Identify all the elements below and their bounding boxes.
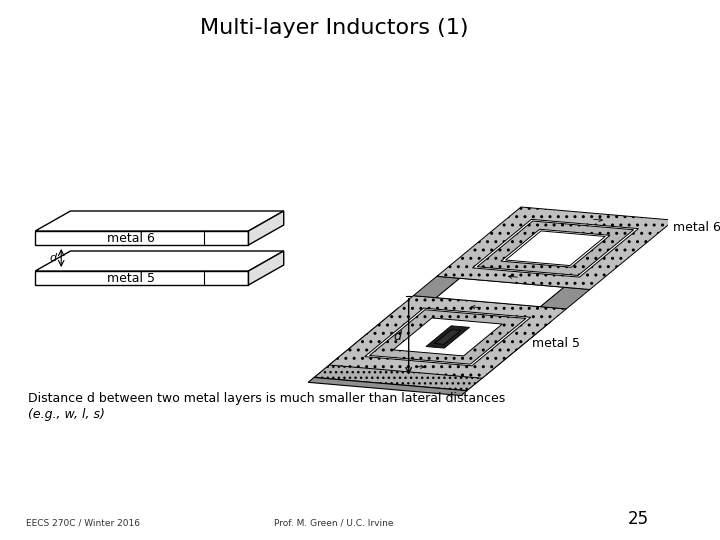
Text: EECS 270C / Winter 2016: EECS 270C / Winter 2016: [26, 519, 140, 528]
Polygon shape: [35, 231, 248, 245]
Polygon shape: [369, 310, 526, 364]
Polygon shape: [426, 326, 469, 348]
Polygon shape: [365, 308, 531, 366]
Polygon shape: [413, 276, 460, 298]
Text: d: d: [49, 253, 56, 263]
Polygon shape: [540, 287, 590, 309]
Text: metal 5: metal 5: [531, 337, 580, 350]
Polygon shape: [437, 207, 674, 289]
Text: metal 6: metal 6: [107, 232, 155, 245]
Polygon shape: [329, 296, 567, 378]
Polygon shape: [35, 271, 248, 285]
Text: metal 5: metal 5: [107, 272, 156, 285]
Text: Prof. M. Green / U.C. Irvine: Prof. M. Green / U.C. Irvine: [274, 519, 394, 528]
Polygon shape: [248, 251, 284, 285]
Polygon shape: [314, 308, 551, 390]
Polygon shape: [435, 329, 461, 345]
Text: (e.g., w, l, s): (e.g., w, l, s): [28, 408, 104, 421]
Polygon shape: [505, 231, 606, 266]
Text: metal 6: metal 6: [673, 221, 720, 234]
Polygon shape: [393, 318, 503, 356]
Text: Distance d between two metal layers is much smaller than lateral distances: Distance d between two metal layers is m…: [28, 392, 505, 405]
Polygon shape: [35, 251, 284, 271]
Text: 25: 25: [628, 510, 649, 528]
Polygon shape: [35, 211, 284, 231]
Polygon shape: [248, 211, 284, 245]
Polygon shape: [477, 221, 634, 275]
Polygon shape: [398, 320, 498, 354]
Text: Multi-layer Inductors (1): Multi-layer Inductors (1): [199, 18, 468, 38]
Polygon shape: [501, 230, 610, 267]
Polygon shape: [308, 377, 467, 395]
Text: d: d: [393, 330, 401, 343]
Polygon shape: [436, 278, 564, 307]
Polygon shape: [472, 219, 639, 277]
